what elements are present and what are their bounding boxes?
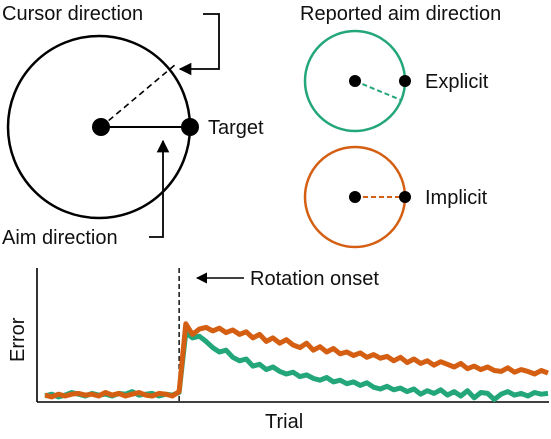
explicit-aim-line — [354, 80, 402, 101]
error-chart: Rotation onset Trial Error — [7, 268, 549, 433]
implicit-error-line — [44, 321, 549, 400]
target-dot — [181, 118, 199, 136]
implicit-target-dot — [399, 191, 411, 203]
explicit-target-dot — [399, 75, 411, 87]
implicit-start-dot — [349, 191, 361, 203]
reported-aim-panel: Reported aim direction Explicit Implicit — [300, 3, 501, 249]
reported-aim-title: Reported aim direction — [300, 3, 501, 25]
cursor-direction-line — [100, 63, 177, 128]
start-position-dot — [92, 118, 110, 136]
x-axis-label: Trial — [265, 411, 303, 433]
explicit-label: Explicit — [425, 71, 489, 93]
target-label: Target — [208, 117, 264, 139]
series-layer — [44, 321, 549, 402]
rotation-onset-label: Rotation onset — [250, 268, 379, 290]
cursor-direction-leader-arrow — [178, 13, 220, 76]
implicit-label: Implicit — [425, 187, 488, 209]
y-axis-label: Error — [7, 317, 29, 362]
aim-direction-label: Aim direction — [2, 227, 118, 249]
aim-direction-leader-arrow — [149, 139, 170, 238]
cursor-direction-label: Cursor direction — [2, 3, 143, 25]
explicit-start-dot — [349, 75, 361, 87]
main-diagram: Cursor direction Target Aim direction — [2, 3, 264, 249]
